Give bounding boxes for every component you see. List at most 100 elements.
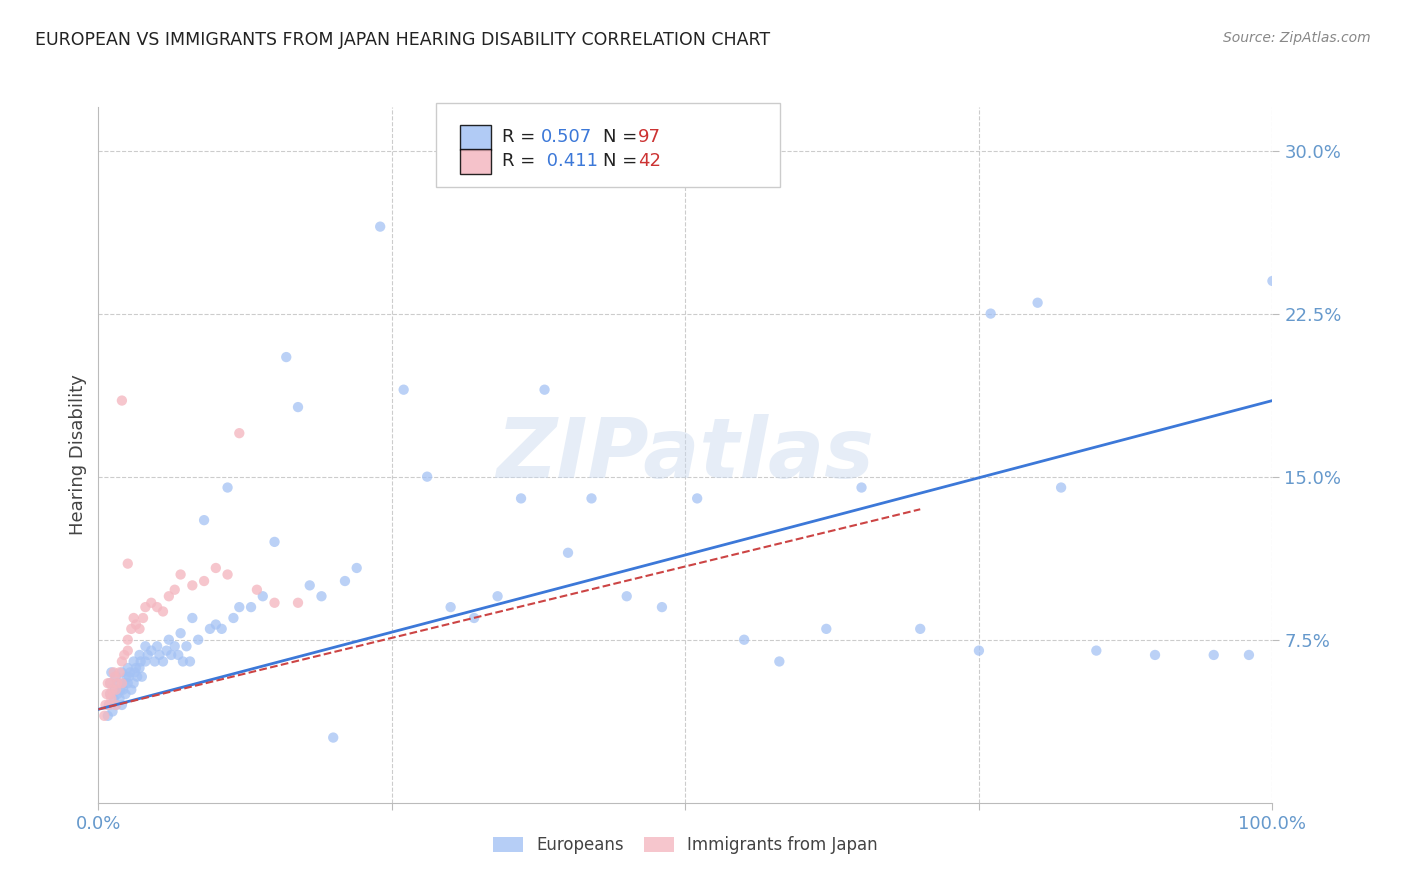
Point — [205, 561, 228, 575]
Point — [155, 643, 177, 657]
Point — [252, 589, 274, 603]
Point — [287, 400, 309, 414]
Point — [104, 682, 127, 697]
Point — [217, 567, 239, 582]
Point — [97, 708, 120, 723]
Point — [1237, 648, 1260, 662]
Point — [169, 626, 191, 640]
Point — [111, 698, 134, 712]
Point — [980, 307, 1002, 321]
Point — [333, 574, 356, 588]
Legend: Europeans, Immigrants from Japan: Europeans, Immigrants from Japan — [486, 830, 884, 861]
Point — [486, 589, 509, 603]
Point — [1202, 648, 1225, 662]
Point — [1144, 648, 1167, 662]
Point — [152, 655, 174, 669]
Point — [118, 670, 141, 684]
Point — [134, 639, 156, 653]
Point — [581, 491, 603, 506]
Y-axis label: Hearing Disability: Hearing Disability — [69, 375, 87, 535]
Point — [557, 546, 579, 560]
Point — [1261, 274, 1284, 288]
Point — [117, 557, 139, 571]
Point — [1050, 481, 1073, 495]
Point — [181, 578, 204, 592]
Point — [105, 676, 128, 690]
Point — [148, 648, 170, 662]
Point — [157, 632, 180, 647]
Point — [122, 676, 145, 690]
Point — [136, 648, 159, 662]
Point — [322, 731, 344, 745]
Point — [111, 665, 134, 680]
Point — [101, 682, 124, 697]
Point — [120, 682, 142, 697]
Point — [111, 393, 134, 408]
Point — [167, 648, 190, 662]
Point — [392, 383, 415, 397]
Point — [198, 622, 221, 636]
Point — [187, 632, 209, 647]
Point — [128, 648, 150, 662]
Point — [169, 567, 191, 582]
Point — [163, 582, 186, 597]
Point — [205, 617, 228, 632]
Point — [240, 600, 263, 615]
Point — [311, 589, 333, 603]
Point — [222, 611, 245, 625]
Point — [96, 687, 118, 701]
Point — [152, 605, 174, 619]
Point — [105, 670, 128, 684]
Point — [851, 481, 873, 495]
Point — [146, 600, 169, 615]
Point — [616, 589, 638, 603]
Point — [98, 676, 121, 690]
Point — [100, 665, 122, 680]
Point — [179, 655, 201, 669]
Point — [211, 622, 233, 636]
Point — [131, 670, 153, 684]
Text: 0.507: 0.507 — [541, 128, 592, 146]
Point — [107, 676, 129, 690]
Point — [117, 643, 139, 657]
Point — [98, 698, 121, 712]
Point — [94, 698, 117, 712]
Text: R =: R = — [502, 128, 541, 146]
Point — [111, 655, 134, 669]
Point — [815, 622, 838, 636]
Point — [346, 561, 368, 575]
Point — [108, 665, 131, 680]
Point — [181, 611, 204, 625]
Point — [368, 219, 391, 234]
Text: 42: 42 — [638, 153, 661, 170]
Text: Source: ZipAtlas.com: Source: ZipAtlas.com — [1223, 31, 1371, 45]
Point — [112, 676, 135, 690]
Text: N =: N = — [603, 153, 643, 170]
Point — [124, 665, 146, 680]
Point — [120, 622, 142, 636]
Text: R =: R = — [502, 153, 541, 170]
Point — [141, 643, 163, 657]
Text: 97: 97 — [638, 128, 661, 146]
Point — [132, 611, 155, 625]
Point — [120, 665, 142, 680]
Point — [125, 617, 148, 632]
Point — [117, 661, 139, 675]
Point — [686, 491, 709, 506]
Text: 0.411: 0.411 — [541, 153, 599, 170]
Point — [298, 578, 321, 592]
Point — [98, 687, 121, 701]
Point — [160, 648, 183, 662]
Point — [193, 574, 215, 588]
Point — [98, 698, 121, 712]
Point — [112, 682, 135, 697]
Point — [134, 600, 156, 615]
Point — [98, 687, 121, 701]
Point — [111, 676, 134, 690]
Point — [112, 648, 135, 662]
Point — [134, 655, 156, 669]
Point — [416, 469, 439, 483]
Point — [129, 655, 152, 669]
Point — [100, 691, 122, 706]
Point — [768, 655, 790, 669]
